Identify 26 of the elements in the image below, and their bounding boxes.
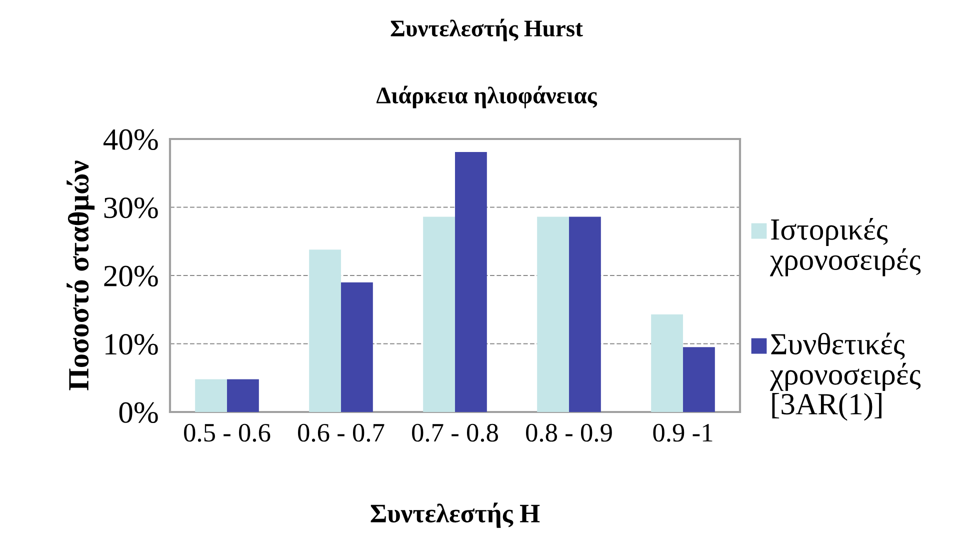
bar <box>537 216 569 412</box>
bar <box>195 379 227 412</box>
y-tick-label: 40% <box>103 129 158 150</box>
bar <box>651 314 683 412</box>
bar <box>423 216 455 412</box>
chart-subtitle: Διάρκεια ηλιοφάνειας <box>376 86 598 108</box>
y-axis-title: Ποσοστό σταθμών <box>66 160 95 390</box>
x-tick-label: 0.7 - 0.8 <box>412 424 498 442</box>
x-tick-label: 0.5 - 0.6 <box>184 424 270 442</box>
legend-label: Ιστορικές χρονοσειρές <box>770 218 921 276</box>
bar <box>227 379 259 412</box>
y-tick-label: 30% <box>104 198 158 218</box>
bar <box>309 250 341 412</box>
bar <box>341 282 373 412</box>
chart-title: Συντελεστής Hurst <box>390 18 583 42</box>
bar <box>683 347 715 412</box>
y-tick-label: 0% <box>119 402 158 423</box>
bar <box>455 152 487 412</box>
y-tick-label: 20% <box>104 266 158 286</box>
x-axis-title: Συντελεστής H <box>370 502 540 528</box>
legend-label: Συνθετικές χρονοσειρές [3AR(1)] <box>770 332 921 421</box>
y-tick-label: 10% <box>106 334 158 355</box>
x-tick-label: 0.6 - 0.7 <box>298 424 384 442</box>
x-tick-label: 0.9 -1 <box>653 424 712 442</box>
x-tick-label: 0.8 - 0.9 <box>526 424 612 442</box>
bar <box>569 216 601 412</box>
